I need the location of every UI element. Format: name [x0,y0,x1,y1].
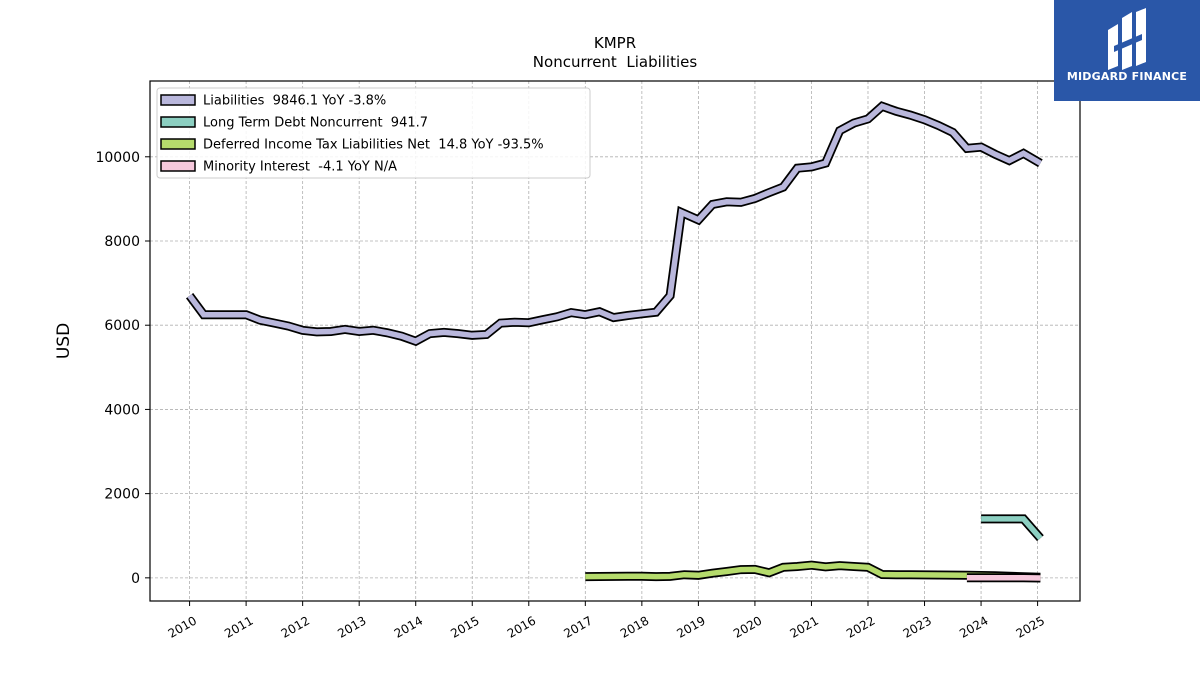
x-tick-label: 2018 [618,613,651,640]
y-tick-label: 10000 [95,150,140,166]
series-layer [185,101,1044,583]
y-axis-label: USD [54,323,74,359]
brand-logo: MIDGARD FINANCE [1054,0,1200,101]
legend-swatch [160,160,196,172]
x-tick-label: 2011 [222,613,255,640]
series-line [981,516,1043,541]
legend-entry: Liabilities 9846.1 YoY -3.8% [203,94,386,109]
x-axis: 2010 2011 2012 2013 2014 2015 2016 2017 2018 2019… [166,601,1047,641]
chart-subtitle: Noncurrent Liabilities [533,53,698,71]
brand-logo-icon [1108,8,1146,70]
legend-box [156,87,591,179]
series-line [187,103,1042,345]
x-tick-label: 2024 [957,613,990,640]
x-tick-label: 2025 [1014,613,1047,640]
chart-title: KMPR [594,34,636,52]
legend-entry: Long Term Debt Noncurrent 941.7 [203,116,428,131]
y-tick-label: 4000 [104,402,140,418]
legend: Liabilities 9846.1 YoY -3.8% Long Term De… [156,87,591,179]
x-tick-label: 2010 [166,613,199,640]
plot-frame [149,80,1081,602]
y-tick-label: 8000 [104,234,140,250]
x-tick-label: 2014 [392,613,425,640]
x-tick-label: 2016 [505,613,538,640]
series-liabilities [185,101,1043,347]
y-axis: 0 2000 4000 6000 8000 10000 [95,150,150,587]
series-line [585,562,1041,580]
x-tick-label: 2022 [844,613,877,640]
x-tick-label: 2013 [335,613,368,640]
y-tick-label: 6000 [104,318,140,334]
x-tick-label: 2020 [731,613,764,640]
brand-logo-text: MIDGARD FINANCE [1066,70,1188,83]
x-tick-label: 2015 [448,613,481,640]
x-tick-label: 2012 [279,613,312,640]
legend-swatch [160,116,196,128]
legend-entry: Deferred Income Tax Liabilities Net 14.8… [203,138,544,153]
series-deferred-income-tax-liabilities-net [585,560,1041,582]
x-tick-label: 2023 [901,613,934,640]
x-tick-label: 2021 [788,613,821,640]
legend-swatch [160,138,196,150]
legend-swatch [160,94,196,106]
series-long-term-debt-noncurrent [981,514,1044,542]
x-tick-label: 2019 [674,613,707,640]
x-tick-label: 2017 [561,613,594,640]
y-tick-label: 2000 [104,487,140,503]
y-tick-label: 0 [131,571,140,587]
legend-entry: Minority Interest -4.1 YoY N/A [203,160,397,175]
